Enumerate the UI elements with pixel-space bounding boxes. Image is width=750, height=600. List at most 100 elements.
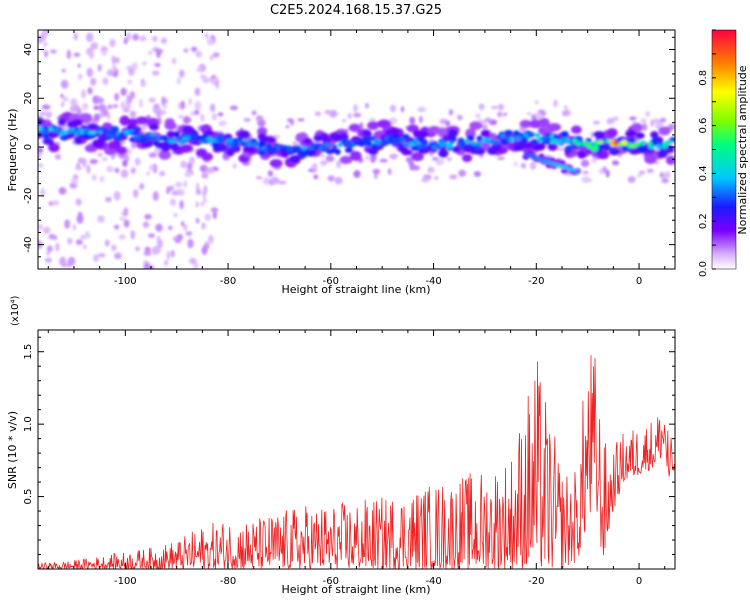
spectral-blob xyxy=(560,131,569,139)
y-tick-label: 1.5 xyxy=(23,344,34,360)
spectral-blob xyxy=(421,178,430,183)
spectral-blob xyxy=(139,183,145,190)
spectral-blob xyxy=(107,112,111,121)
spectral-blob xyxy=(269,158,283,168)
spectral-blob xyxy=(180,160,187,169)
spectral-blob xyxy=(86,67,94,78)
spectral-blob xyxy=(665,140,674,145)
spectral-blob xyxy=(195,50,203,58)
spectral-blob xyxy=(309,143,318,148)
spectral-blob xyxy=(372,168,381,175)
spectral-blob xyxy=(592,120,601,125)
spectral-blob xyxy=(196,67,202,73)
spectral-blob xyxy=(152,140,160,146)
spectral-blob xyxy=(123,207,129,217)
x-tick-label: -20 xyxy=(528,276,544,287)
spectral-blob xyxy=(647,141,653,146)
spectral-blob xyxy=(200,201,205,207)
spectral-blob xyxy=(640,118,647,124)
spectral-blob xyxy=(74,166,83,171)
spectral-blob xyxy=(120,169,129,179)
spectral-blob xyxy=(99,176,105,183)
spectral-blob xyxy=(573,169,579,173)
spectral-blob xyxy=(111,244,117,252)
spectral-blob xyxy=(527,133,535,138)
spectral-blob xyxy=(104,239,110,247)
spectral-blob xyxy=(203,185,208,195)
spectral-blob xyxy=(262,177,271,185)
top-y-axis-label: Frequency (Hz) xyxy=(6,109,19,192)
spectral-blob xyxy=(127,79,133,85)
spectral-blob xyxy=(38,223,44,231)
spectral-blob xyxy=(608,148,621,156)
spectral-blob xyxy=(179,144,194,153)
spectral-blob xyxy=(446,157,452,162)
spectral-blob xyxy=(362,129,372,139)
spectral-blob xyxy=(111,154,115,160)
spectral-blob xyxy=(66,49,72,60)
spectral-blob xyxy=(620,139,628,146)
spectral-blob xyxy=(344,147,353,153)
spectral-blob xyxy=(564,138,571,144)
spectral-blob xyxy=(240,130,251,139)
spectral-blob xyxy=(48,142,60,153)
spectral-blob xyxy=(210,207,219,213)
spectral-blob xyxy=(656,144,662,150)
spectral-blob xyxy=(497,156,505,160)
spectral-blob xyxy=(141,80,147,87)
spectral-blob xyxy=(187,162,193,171)
spectral-blob xyxy=(146,171,150,176)
spectral-blob xyxy=(93,254,99,262)
y-tick-label: -20 xyxy=(23,188,34,204)
spectral-blob xyxy=(86,47,94,56)
x-tick-label: 0 xyxy=(636,276,642,287)
spectral-blob xyxy=(348,123,361,133)
spectral-blob xyxy=(603,165,607,173)
spectral-blob xyxy=(183,180,188,188)
spectral-blob xyxy=(168,225,173,231)
spectral-blob xyxy=(132,189,139,198)
x-tick-label: -20 xyxy=(528,576,544,587)
spectral-blob xyxy=(371,143,379,151)
spectral-blob xyxy=(556,147,565,151)
spectral-blob xyxy=(370,153,377,162)
spectral-blob xyxy=(631,122,643,133)
spectral-blob xyxy=(457,137,465,144)
spectral-blob xyxy=(149,164,155,172)
spectral-blob xyxy=(92,139,104,148)
spectral-blob xyxy=(504,129,514,136)
x-tick-label: -80 xyxy=(220,576,236,587)
spectral-blob xyxy=(570,125,582,134)
spectral-blob xyxy=(265,143,273,149)
spectral-blob xyxy=(530,161,537,170)
spectral-blob xyxy=(313,174,319,180)
spectral-blob xyxy=(257,146,263,152)
spectral-blob xyxy=(42,133,50,140)
spectral-blob xyxy=(244,140,253,146)
x-tick-label: -100 xyxy=(114,276,137,287)
spectral-blob xyxy=(52,128,61,133)
spectral-blob xyxy=(86,123,99,131)
spectral-blob xyxy=(154,62,161,68)
spectral-blob xyxy=(85,32,94,43)
spectral-blob xyxy=(148,50,153,55)
spectral-blob xyxy=(166,186,170,195)
colorbar-ticks: 0.0 0.2 0.4 0.6 0.8 xyxy=(698,29,716,277)
spectral-blob xyxy=(120,101,125,109)
spectral-blob xyxy=(69,105,78,113)
spectral-blob xyxy=(606,128,618,138)
spectral-blob xyxy=(353,170,361,178)
spectral-blob xyxy=(336,160,342,169)
spectral-blob xyxy=(324,110,333,115)
spectral-blob xyxy=(229,105,239,111)
spectral-blob xyxy=(285,124,290,129)
spectral-blob xyxy=(122,107,131,113)
spectral-blob xyxy=(75,239,83,246)
spectral-blob xyxy=(538,118,550,127)
spectral-blob xyxy=(384,136,390,142)
spectral-blob xyxy=(158,136,165,140)
spectral-blob xyxy=(188,97,192,106)
spectral-blob xyxy=(72,174,79,180)
spectral-blob xyxy=(71,118,83,126)
spectral-blob xyxy=(181,221,185,227)
